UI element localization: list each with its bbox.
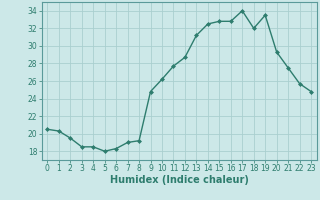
X-axis label: Humidex (Indice chaleur): Humidex (Indice chaleur) [110,175,249,185]
